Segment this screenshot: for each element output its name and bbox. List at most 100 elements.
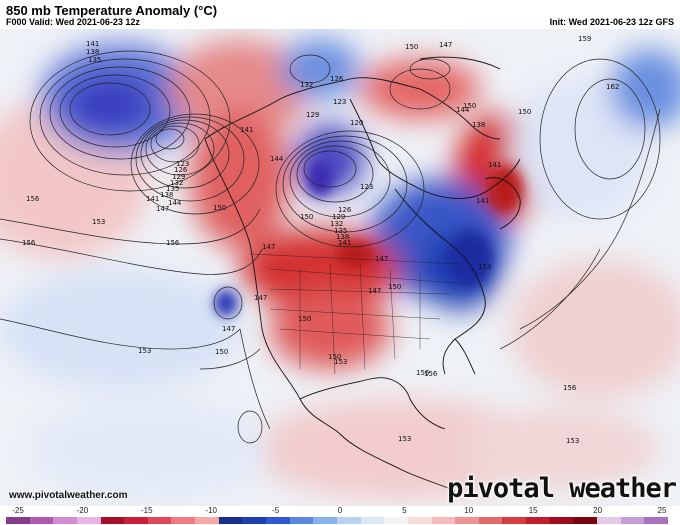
isobar-label: 138 (336, 233, 349, 241)
colorbar-tick-label: 15 (528, 506, 538, 515)
website-label: www.pivotalweather.com (9, 490, 128, 501)
isobar-label: 141 (488, 161, 501, 169)
colorbar-swatch (620, 517, 645, 524)
coastlines (204, 56, 521, 492)
isobar-label: 126 (174, 166, 188, 174)
colorbar-swatch (455, 517, 479, 524)
isobar-label: 153 (92, 218, 105, 226)
colorbar-swatch (289, 517, 314, 524)
colorbar-swatch (597, 517, 621, 524)
isobar-label: 150 (213, 204, 226, 212)
isobars (0, 50, 661, 444)
isobar-label: 123 (176, 160, 189, 168)
isobar-label: 138 (86, 48, 99, 56)
isobar-label: 150 (518, 108, 531, 116)
isobar-label: 144 (270, 155, 284, 163)
isobar-label: 156 (563, 384, 577, 392)
colorbar-tick-label: -10 (205, 506, 217, 515)
isobar-label: 138 (160, 191, 173, 199)
isobar-label: 147 (156, 205, 169, 213)
isobar-label: 156 (166, 239, 180, 247)
colorbar-tick-label: 20 (593, 506, 603, 515)
isobar-label: 144 (168, 199, 182, 207)
isobar-label: 132 (300, 81, 313, 89)
colorbar-tick-label: 25 (657, 506, 667, 515)
colorbar-swatch (29, 517, 54, 524)
isobar-label: 141 (146, 195, 159, 203)
colorbar-tick-label: 5 (402, 506, 407, 515)
isobar-label: 129 (172, 173, 185, 181)
colorbar-swatch (242, 517, 267, 524)
isobar-label: 141 (476, 197, 489, 205)
isobar-label: 132 (170, 179, 183, 187)
colorbar-swatch (526, 517, 550, 524)
isobar-label: 129 (306, 111, 319, 119)
colorbar-swatch (313, 517, 337, 524)
isobar-label: 126 (338, 206, 352, 214)
colorbar-swatch (266, 517, 290, 524)
colorbar-swatch (478, 517, 503, 524)
isobar-label: 150 (405, 43, 418, 51)
isobar-label: 147 (368, 287, 381, 295)
isobar-label: 153 (566, 437, 579, 445)
brand-logo: pivotal weather (447, 473, 677, 504)
isobar-label: 159 (578, 35, 591, 43)
colorbar-swatch (431, 517, 456, 524)
isobar-label: 150 (215, 348, 228, 356)
map-header: 850 mb Temperature Anomaly (°C) F000 Val… (0, 0, 680, 30)
isobar-label: 135 (166, 185, 179, 193)
init-time: Init: Wed 2021-06-23 12z GFS (549, 17, 674, 27)
isobar-label: 135 (334, 227, 347, 235)
colorbar-swatch (76, 517, 101, 524)
isobar-label: 141 (240, 126, 253, 134)
isobar-label: 150 (300, 213, 313, 221)
colorbar-swatch (644, 517, 668, 524)
colorbar-swatch (171, 517, 196, 524)
colorbar-swatch (549, 517, 574, 524)
isobar-label: 141 (338, 239, 351, 247)
colorbar-swatch (53, 517, 77, 524)
colorbar-swatch (502, 517, 527, 524)
isobar-label: 141 (86, 40, 99, 48)
anomaly-field: 141 138 135 141 123 126 129 132 135 138 … (0, 29, 680, 506)
isobar-label: 147 (262, 243, 275, 251)
isobar-label: 162 (606, 83, 619, 91)
isobar-label: 156 (26, 195, 40, 203)
colorbar-swatch (407, 517, 432, 524)
isobar-label: 132 (330, 220, 343, 228)
isobar-label: 156 (424, 370, 438, 378)
isobar-label: 150 (298, 315, 311, 323)
isobar-label: 156 (22, 239, 36, 247)
colorbar-swatch (218, 517, 243, 524)
isobar-label: 135 (88, 56, 101, 64)
colorbar-tick-label: -20 (76, 506, 89, 515)
colorbar-tick-label: 10 (464, 506, 474, 515)
colorbar-swatch (384, 517, 408, 524)
isobar-label: 147 (222, 325, 235, 333)
isobar-label: 150 (388, 283, 401, 291)
isobar-label: 147 (375, 255, 388, 263)
colorbar-tick-label: 0 (337, 506, 343, 515)
colorbar-tick-label: -25 (12, 506, 24, 515)
colorbar-swatch (195, 517, 219, 524)
isobar-label: 126 (330, 75, 344, 83)
colorbar-swatch (100, 517, 125, 524)
colorbar-swatch (573, 517, 598, 524)
isobar-label: 150 (328, 353, 341, 361)
isobar-label: 120 (350, 119, 363, 127)
isobar-label: 123 (333, 98, 346, 106)
colorbar-strip (6, 517, 668, 524)
map-title: 850 mb Temperature Anomaly (°C) (6, 3, 218, 18)
colorbar-swatch (147, 517, 172, 524)
borders (249, 253, 471, 375)
weather-map[interactable]: 141 138 135 141 123 126 129 132 135 138 … (0, 29, 680, 506)
colorbar-swatch (336, 517, 361, 524)
colorbar-swatch (6, 517, 30, 524)
isobar-label: 123 (360, 183, 373, 191)
isobar-label: 144 (456, 106, 470, 114)
colorbar-swatch (124, 517, 148, 524)
valid-time: F000 Valid: Wed 2021-06-23 12z (6, 17, 140, 27)
colorbar-swatch (360, 517, 385, 524)
isobar-label: 150 (463, 102, 476, 110)
isobar-label: 147 (254, 294, 267, 302)
